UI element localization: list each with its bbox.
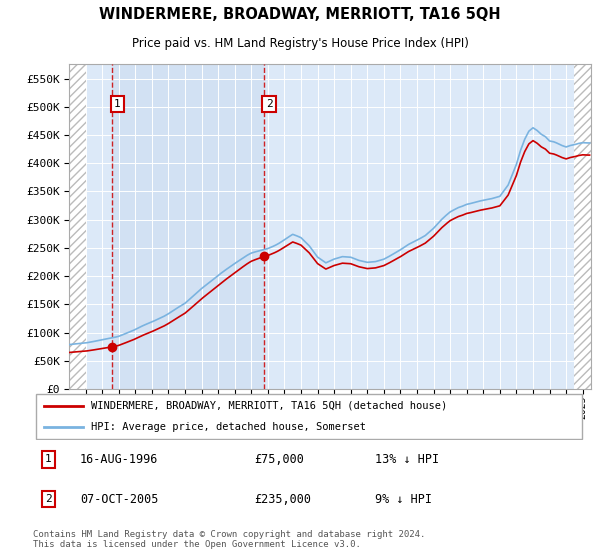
Text: £235,000: £235,000: [254, 493, 311, 506]
Text: 1: 1: [114, 99, 121, 109]
Text: 16-AUG-1996: 16-AUG-1996: [80, 453, 158, 466]
Text: HPI: Average price, detached house, Somerset: HPI: Average price, detached house, Some…: [91, 422, 366, 432]
Text: WINDERMERE, BROADWAY, MERRIOTT, TA16 5QH (detached house): WINDERMERE, BROADWAY, MERRIOTT, TA16 5QH…: [91, 400, 447, 410]
Text: Price paid vs. HM Land Registry's House Price Index (HPI): Price paid vs. HM Land Registry's House …: [131, 37, 469, 50]
FancyBboxPatch shape: [36, 394, 582, 438]
Bar: [69, 64, 86, 389]
Text: 13% ↓ HPI: 13% ↓ HPI: [375, 453, 439, 466]
Text: Contains HM Land Registry data © Crown copyright and database right 2024.
This d: Contains HM Land Registry data © Crown c…: [33, 530, 425, 549]
Bar: [574, 64, 591, 389]
Text: 9% ↓ HPI: 9% ↓ HPI: [375, 493, 432, 506]
Bar: [112, 64, 264, 389]
Text: 2: 2: [266, 99, 272, 109]
Text: 07-OCT-2005: 07-OCT-2005: [80, 493, 158, 506]
Text: 1: 1: [45, 455, 52, 464]
Text: WINDERMERE, BROADWAY, MERRIOTT, TA16 5QH: WINDERMERE, BROADWAY, MERRIOTT, TA16 5QH: [99, 7, 501, 22]
Text: 2: 2: [45, 494, 52, 504]
Text: £75,000: £75,000: [254, 453, 304, 466]
